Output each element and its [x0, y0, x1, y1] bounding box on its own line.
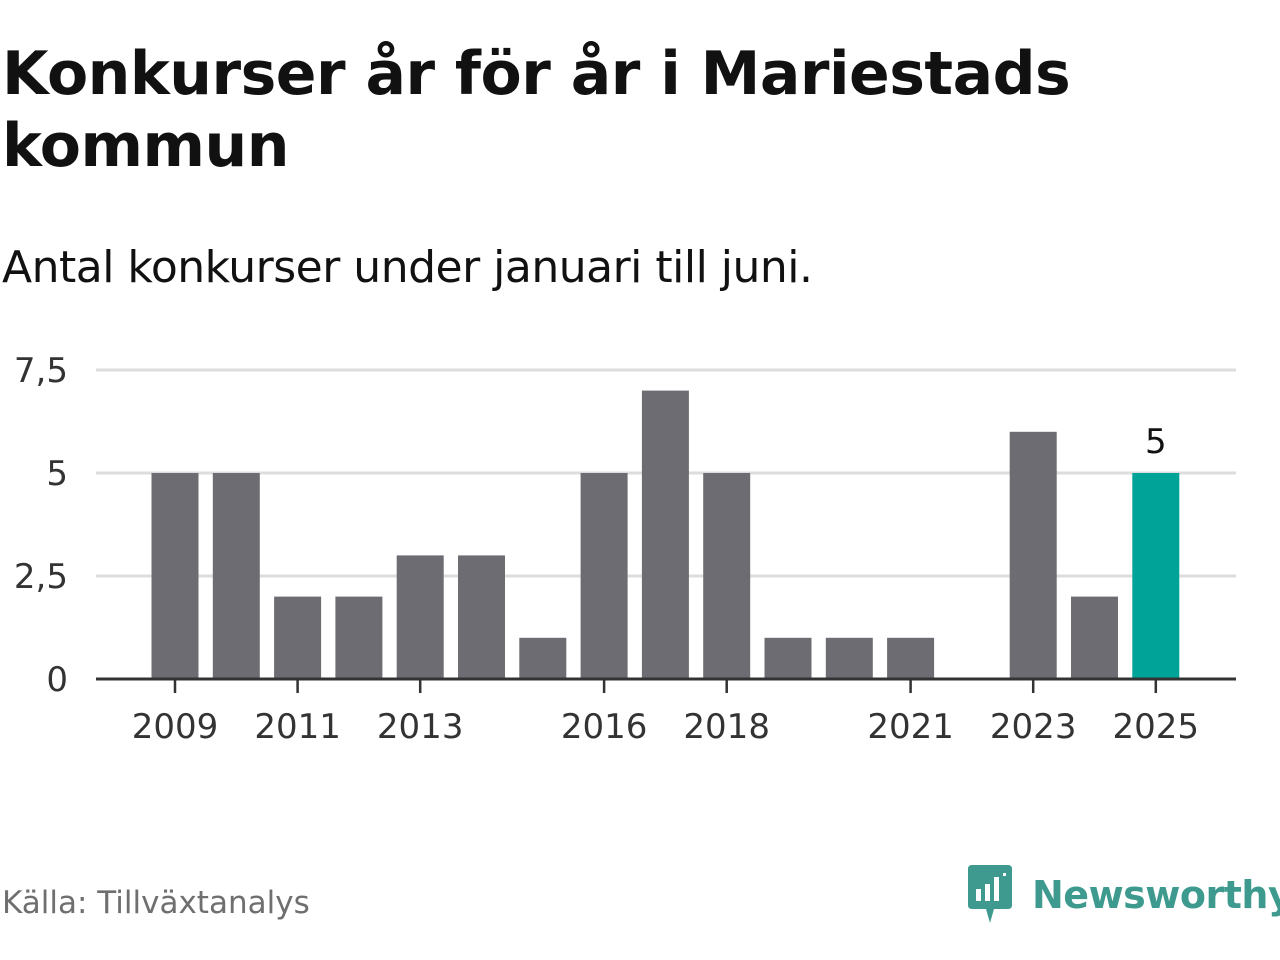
newsworthy-logo-icon: [968, 865, 1012, 923]
x-tick-label: 2023: [990, 707, 1077, 747]
bar-2013: [396, 555, 444, 679]
bar-2017: [641, 390, 689, 679]
bar-2012: [335, 596, 383, 679]
source-note: Källa: Tillväxtanalys: [2, 885, 310, 921]
x-tick-label: 2009: [132, 707, 219, 747]
y-tick-label: 0: [46, 660, 68, 700]
bar-2019: [764, 637, 812, 679]
y-tick-label: 7,5: [14, 351, 68, 391]
bar-2015: [519, 637, 567, 679]
chart-subtitle: Antal konkurser under januari till juni.: [2, 242, 813, 293]
y-tick-label: 5: [46, 454, 68, 494]
y-tick-label: 2,5: [14, 557, 68, 597]
data-label: 5: [1145, 422, 1167, 462]
bar-2016: [580, 473, 628, 679]
x-tick-label: 2018: [683, 707, 770, 747]
bar-2020: [825, 637, 873, 679]
bar-2010: [212, 473, 260, 679]
chart-title: Konkurser år för år i Mariestads kommun: [2, 39, 1071, 181]
labels: 0 2,5 5 7,5 2009 2011 2013 2016 2018 2021 2023 2025…: [14, 351, 1199, 747]
bar-2023: [1009, 431, 1057, 679]
x-tick-label: 2025: [1113, 707, 1200, 747]
bar-2025: [1132, 473, 1180, 679]
axes: [96, 677, 1236, 693]
bars: [151, 390, 1180, 679]
bar-2011: [274, 596, 322, 679]
bar-2009: [151, 473, 199, 679]
bar-2018: [703, 473, 751, 679]
brand: Newsworthy: [964, 864, 1280, 926]
bar-2024: [1071, 596, 1118, 679]
brand-name: Newsworthy: [1032, 873, 1280, 917]
bar-chart: 0 2,5 5 7,5 2009 2011 2013 2016 2018 2021 2023 2025…: [14, 351, 1236, 747]
bar-2014: [458, 555, 505, 679]
x-tick-label: 2021: [867, 707, 954, 747]
x-tick-label: 2011: [254, 707, 341, 747]
x-tick-label: 2016: [561, 707, 648, 747]
bar-2021: [887, 637, 935, 679]
x-tick-label: 2013: [377, 707, 464, 747]
